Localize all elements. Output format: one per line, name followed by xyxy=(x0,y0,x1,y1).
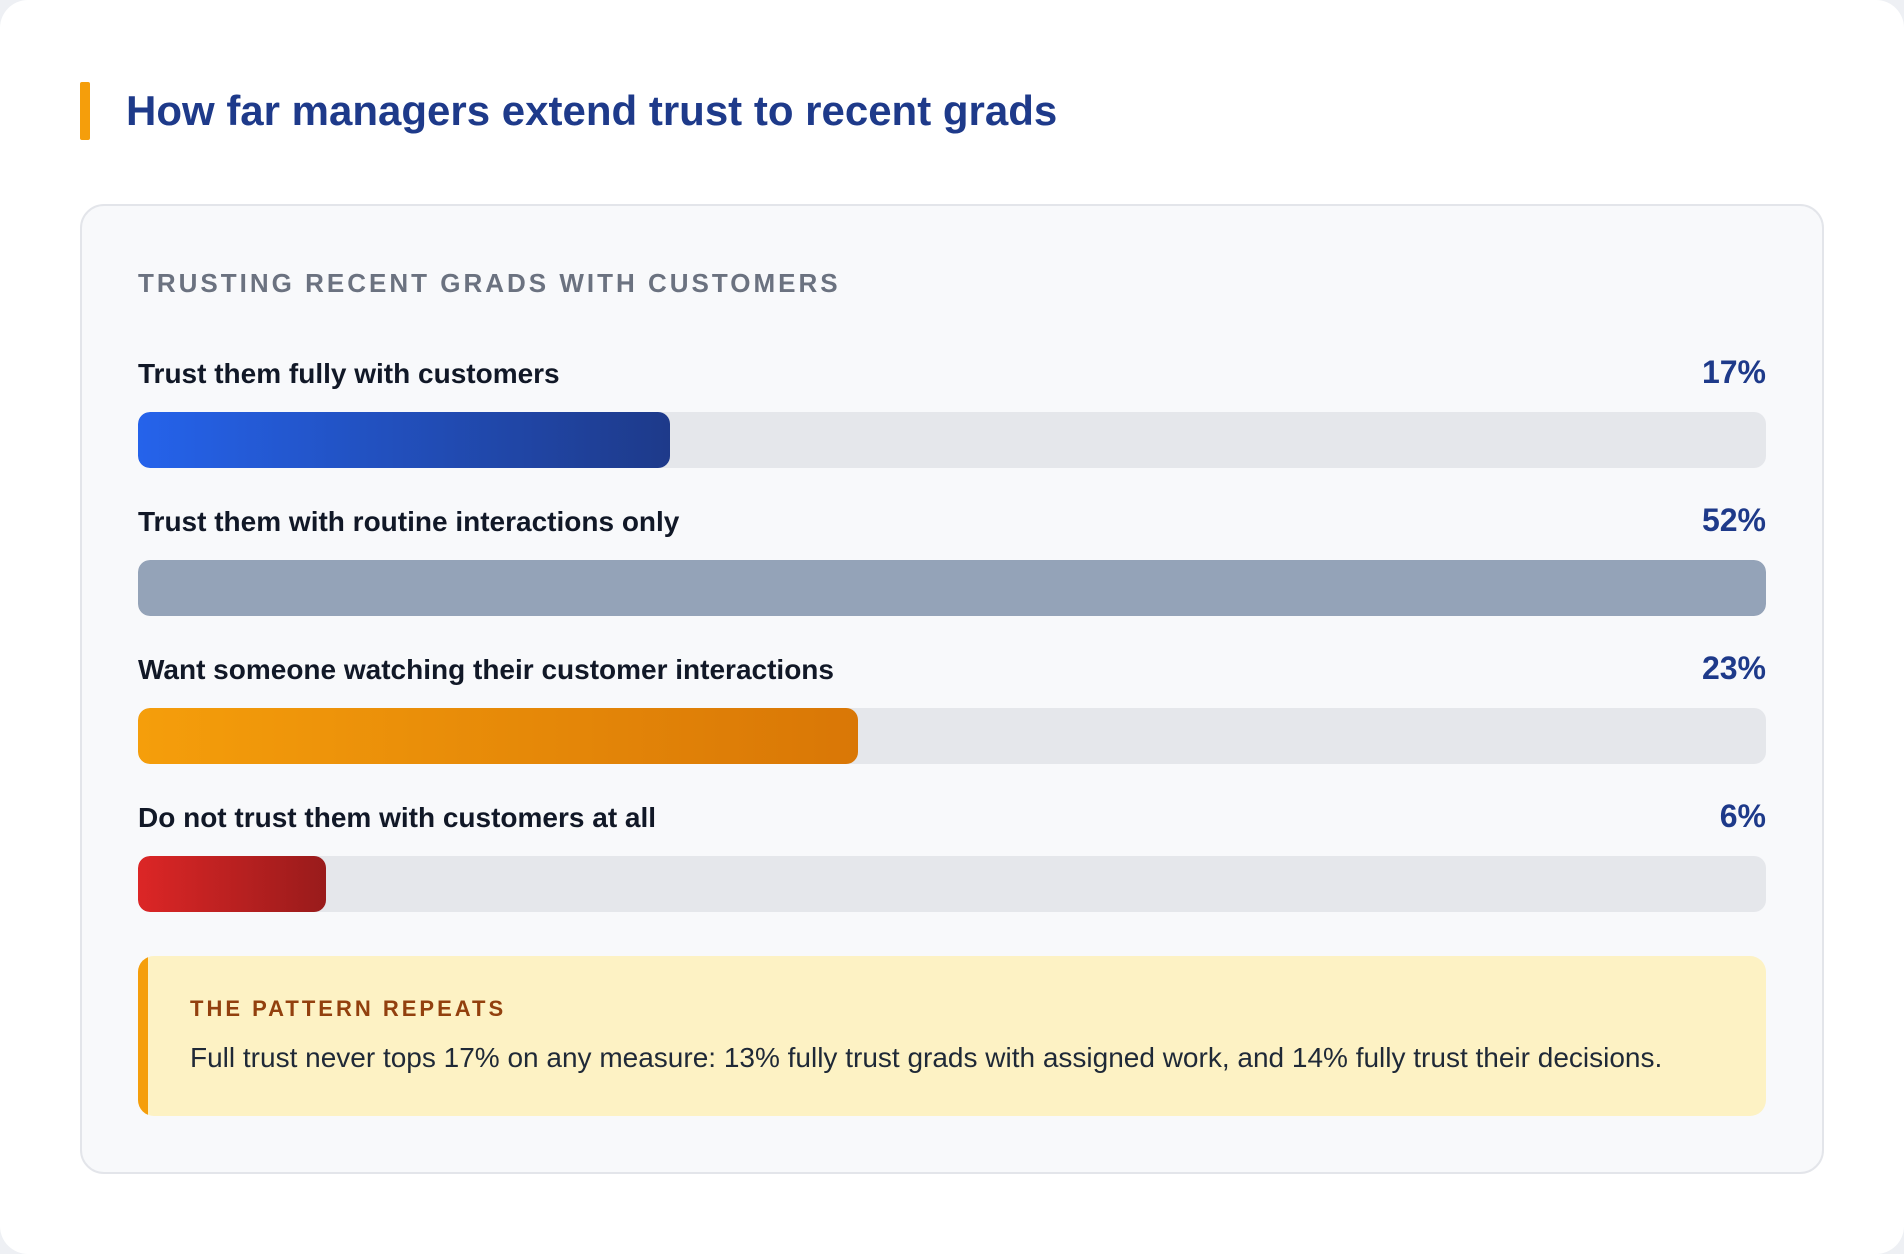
bar-fill xyxy=(138,856,326,912)
bar-value-label: 6% xyxy=(1719,798,1766,834)
callout-text: Full trust never tops 17% on any measure… xyxy=(190,1042,1663,1073)
bar-label: Trust them with routine interactions onl… xyxy=(138,506,680,537)
bar-track xyxy=(138,856,1766,912)
bar-track xyxy=(138,560,1766,616)
callout-box: THE PATTERN REPEATS Full trust never top… xyxy=(138,956,1766,1116)
callout-accent-bar xyxy=(138,956,148,1116)
page-title: How far managers extend trust to recent … xyxy=(126,87,1058,134)
bar-value-label: 23% xyxy=(1701,650,1766,686)
bar-label: Trust them fully with customers xyxy=(138,358,560,389)
page-header: How far managers extend trust to recent … xyxy=(80,82,1057,140)
bar-track xyxy=(138,708,1766,764)
chart-card: TRUSTING RECENT GRADS WITH CUSTOMERS Tru… xyxy=(80,204,1824,1174)
bar-rows: Trust them fully with customers 17% Trust … xyxy=(138,354,1766,946)
bar-row: Trust them fully with customers 17% xyxy=(138,354,1766,502)
bar-row: Want someone watching their customer int… xyxy=(138,650,1766,798)
bar-track xyxy=(138,412,1766,468)
bar-value-label: 17% xyxy=(1701,354,1766,390)
bar-row: Trust them with routine interactions onl… xyxy=(138,502,1766,650)
bar-row: Do not trust them with customers at all 6… xyxy=(138,798,1766,946)
bar-label: Do not trust them with customers at all xyxy=(138,802,657,833)
bar-value-label: 52% xyxy=(1701,502,1766,538)
title-accent-bar xyxy=(80,82,90,140)
bar-fill xyxy=(138,412,670,468)
callout-title: THE PATTERN REPEATS xyxy=(190,996,507,1021)
bar-fill xyxy=(138,708,858,764)
bar-label: Want someone watching their customer int… xyxy=(138,654,834,685)
chart-title: TRUSTING RECENT GRADS WITH CUSTOMERS xyxy=(138,268,841,298)
bar-fill xyxy=(138,560,1766,616)
